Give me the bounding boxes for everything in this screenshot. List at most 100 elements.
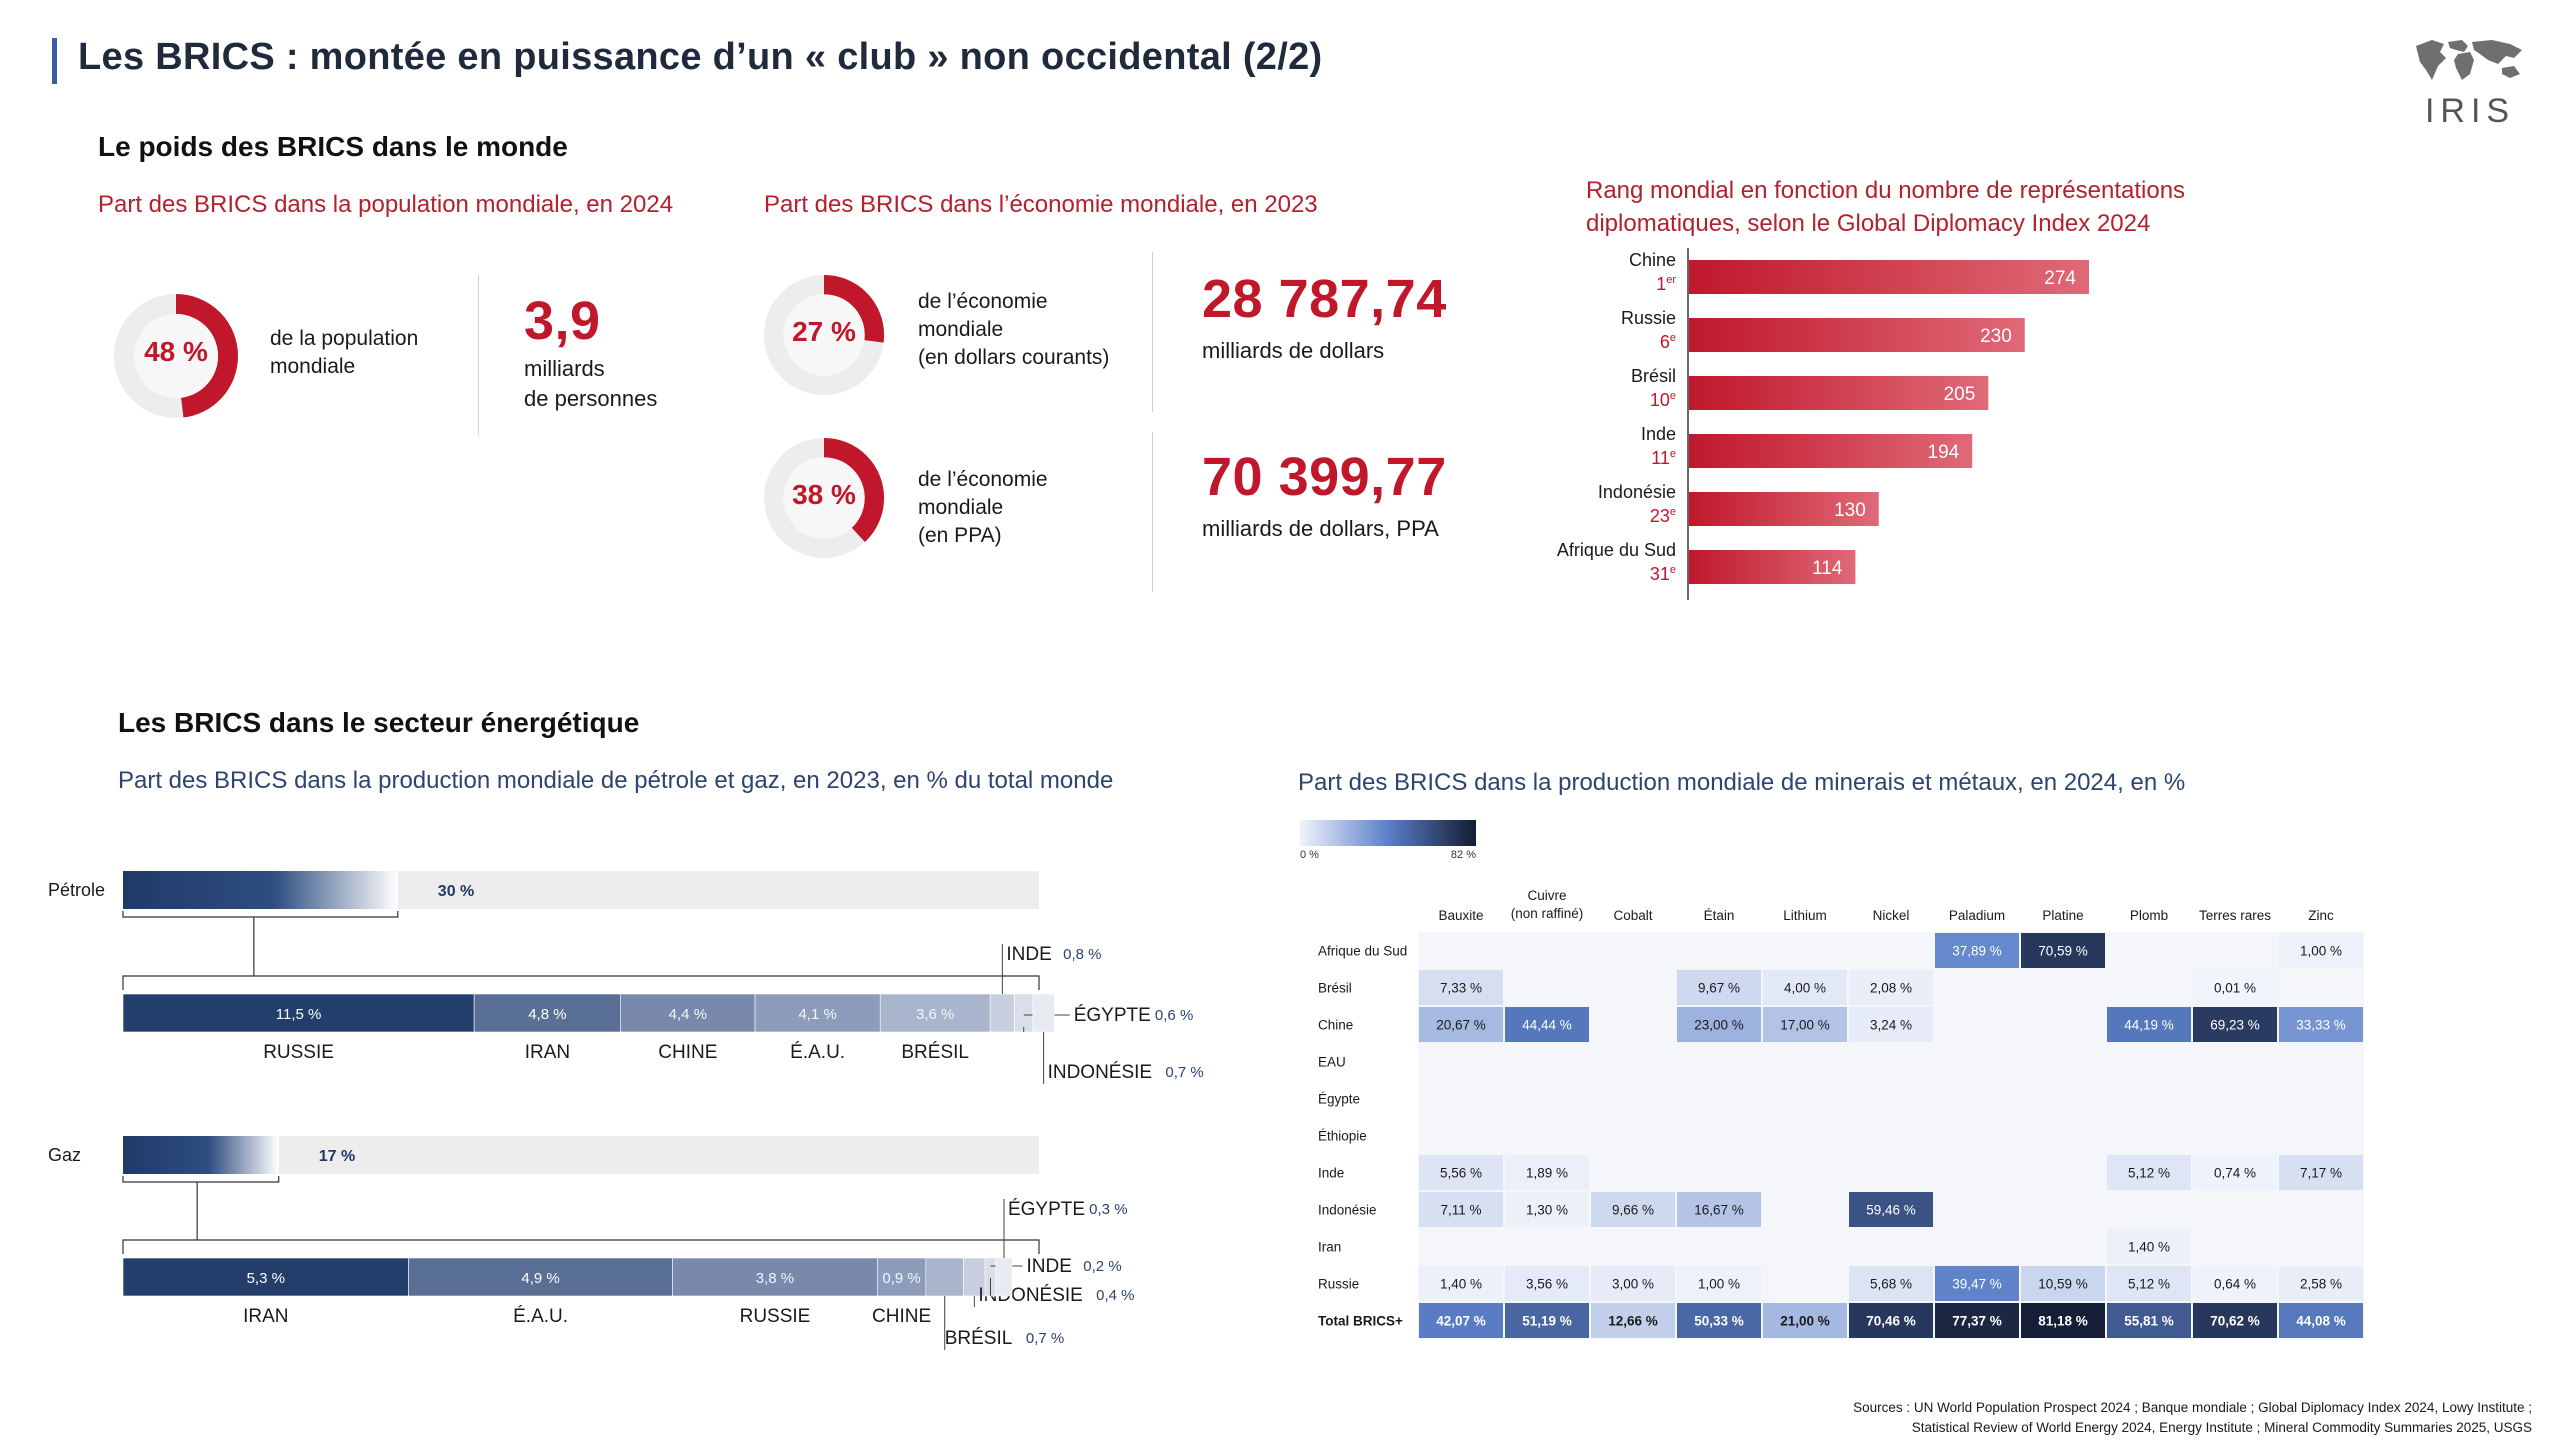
heatmap-value-chine-cuivre-non-raffine: 44,44 % bbox=[1522, 1018, 1572, 1033]
economy-ppp-donut bbox=[763, 437, 885, 559]
heatmap-row-iran: Iran bbox=[1318, 1240, 1341, 1255]
gaz-segment-chine bbox=[877, 1257, 927, 1297]
economy-subtitle: Part des BRICS dans l’économie mondiale,… bbox=[764, 191, 1318, 218]
heatmap-col-paladium: Paladium bbox=[1949, 908, 2005, 923]
petrole-zoom-bracket bbox=[122, 975, 1040, 990]
economy-ppp-desc-line1: de l’économie bbox=[918, 468, 1048, 491]
heatmap-value-bresil-lithium: 4,00 % bbox=[1784, 981, 1826, 996]
heatmap-col-lithium: Lithium bbox=[1783, 908, 1827, 923]
petrole-segment-value-bresil: 3,6 % bbox=[916, 1006, 954, 1023]
sources-line1: Sources : UN World Population Prospect 2… bbox=[1853, 1400, 2532, 1415]
heatmap-value-inde-cuivre-non-raffine: 1,89 % bbox=[1526, 1166, 1568, 1181]
heatmap-cell-total-brics-etain bbox=[1677, 1303, 1761, 1338]
diplomacy-value-afrique-du-sud: 114 bbox=[1812, 558, 1843, 579]
gaz-segment-value-inde: 0,2 % bbox=[1083, 1258, 1121, 1275]
heatmap-value-iran-plomb: 1,40 % bbox=[2128, 1240, 2170, 1255]
gaz-segment-e-a-u bbox=[408, 1257, 673, 1297]
heatmap-cell-russie-cuivre-non-raffine bbox=[1505, 1266, 1589, 1301]
diplomacy-country-afrique-du-sud: Afrique du Sud bbox=[1557, 540, 1676, 560]
heatmap-value-chine-zinc: 33,33 % bbox=[2296, 1018, 2346, 1033]
heatmap-cell-total-brics-paladium bbox=[1935, 1303, 2019, 1338]
heatmap-row-russie: Russie bbox=[1318, 1277, 1359, 1292]
petrole-segment-value-indonesie: 0,7 % bbox=[1165, 1064, 1203, 1081]
petrole-segment-name-egypte: ÉGYPTE bbox=[1074, 1005, 1151, 1026]
heatmap-cell-russie-platine bbox=[2021, 1266, 2105, 1301]
heatmap-col-etain: Étain bbox=[1704, 908, 1735, 923]
heatmap-cell-russie-zinc bbox=[2279, 1266, 2363, 1301]
heatmap-cell-russie-terres-rares bbox=[2193, 1266, 2277, 1301]
population-percent: 48 % bbox=[144, 336, 208, 367]
heatmap-value-afrique-du-sud-zinc: 1,00 % bbox=[2300, 944, 2342, 959]
gaz-segment-value-bresil: 0,7 % bbox=[1026, 1330, 1064, 1347]
petrole-segment-inde bbox=[989, 993, 1015, 1033]
diplomacy-country-bresil: Brésil bbox=[1631, 366, 1676, 386]
gaz-segment-value-indonesie: 0,4 % bbox=[1096, 1287, 1134, 1304]
economy-current-donut-arc bbox=[763, 274, 885, 396]
gaz-segment-value-russie: 3,8 % bbox=[756, 1270, 794, 1287]
heatmap-cell-chine-nickel bbox=[1849, 1007, 1933, 1042]
heatmap-cell-chine-plomb bbox=[2107, 1007, 2191, 1042]
diplomacy-country-indonesie: Indonésie bbox=[1598, 482, 1676, 502]
heatmap-col-nickel: Nickel bbox=[1873, 908, 1910, 923]
diplomacy-rank-russie: 6e bbox=[1660, 332, 1676, 352]
heatmap-value-total-brics-cobalt: 12,66 % bbox=[1608, 1314, 1658, 1329]
gaz-segment-value-e-a-u: 4,9 % bbox=[521, 1270, 559, 1287]
economy-current-desc-line2: mondiale bbox=[918, 318, 1004, 341]
heatmap-value-indonesie-cobalt: 9,66 % bbox=[1612, 1203, 1654, 1218]
section-weight-title: Le poids des BRICS dans le monde bbox=[98, 131, 568, 162]
sources-note: Sources : UN World Population Prospect 2… bbox=[1853, 1398, 2532, 1438]
diplomacy-value-inde: 194 bbox=[1928, 442, 1960, 463]
heatmap-value-total-brics-paladium: 77,37 % bbox=[1952, 1314, 2002, 1329]
heatmap-value-total-brics-platine: 81,18 % bbox=[2038, 1314, 2088, 1329]
economy-current-donut bbox=[763, 274, 885, 396]
diplomacy-subtitle-line1: Rang mondial en fonction du nombre de re… bbox=[1586, 177, 2186, 204]
heatmap-legend-bar bbox=[1300, 820, 1476, 846]
heatmap-cell-chine-etain bbox=[1677, 1007, 1761, 1042]
petrole-segment-egypte bbox=[1014, 993, 1034, 1033]
heatmap-cell-inde-plomb bbox=[2107, 1155, 2191, 1190]
heatmap-value-total-brics-plomb: 55,81 % bbox=[2124, 1314, 2174, 1329]
heatmap-value-russie-platine: 10,59 % bbox=[2038, 1277, 2088, 1292]
heatmap-cell-inde-bauxite bbox=[1419, 1155, 1503, 1190]
diplomacy-rank-inde: 11e bbox=[1651, 448, 1676, 468]
heatmap-row-inde: Inde bbox=[1318, 1166, 1344, 1181]
page-title: Les BRICS : montée en puissance d’un « c… bbox=[78, 36, 1323, 78]
heatmap-cell-total-brics-cobalt bbox=[1591, 1303, 1675, 1338]
gaz-segment-value-egypte: 0,3 % bbox=[1089, 1201, 1127, 1218]
diplomacy-rank-afrique-du-sud: 31e bbox=[1650, 564, 1676, 584]
petrole-segment-name-bresil: BRÉSIL bbox=[901, 1042, 969, 1063]
heatmap-cell-chine-terres-rares bbox=[2193, 1007, 2277, 1042]
population-desc-line2: mondiale bbox=[270, 355, 356, 378]
gaz-segment-name-russie: RUSSIE bbox=[740, 1306, 811, 1327]
heatmap-col-platine: Platine bbox=[2042, 908, 2083, 923]
heatmap-cell-afrique-du-sud-zinc bbox=[2279, 933, 2363, 968]
heatmap-col-cobalt: Cobalt bbox=[1613, 908, 1652, 923]
petrole-brics-bar bbox=[123, 871, 398, 909]
diplomacy-value-russie: 230 bbox=[1980, 326, 2012, 347]
minerals-subtitle: Part des BRICS dans la production mondia… bbox=[1298, 769, 2186, 796]
petrole-bracket bbox=[122, 911, 399, 918]
diplomacy-rank-chine: 1er bbox=[1656, 274, 1676, 294]
petrole-segment-iran bbox=[473, 993, 621, 1033]
petrole-segment-value-egypte: 0,6 % bbox=[1155, 1007, 1193, 1024]
heatmap-row-egypte: Égypte bbox=[1318, 1092, 1360, 1107]
heatmap-cell-russie-cobalt bbox=[1591, 1266, 1675, 1301]
heatmap-col-cuivre-non-raffine-line2: (non raffiné) bbox=[1511, 906, 1584, 921]
petrole-total-label: 30 % bbox=[438, 883, 474, 900]
gaz-bracket bbox=[122, 1176, 280, 1183]
population-desc-line1: de la population bbox=[270, 327, 419, 350]
heatmap-value-total-brics-cuivre-non-raffine: 51,19 % bbox=[1522, 1314, 1572, 1329]
diplomacy-bar-indonesie bbox=[1689, 492, 1879, 526]
heatmap-row-bresil: Brésil bbox=[1318, 981, 1352, 996]
gaz-segment-russie bbox=[672, 1257, 878, 1297]
population-separator bbox=[478, 275, 479, 435]
heatmap-row-chine: Chine bbox=[1318, 1018, 1353, 1033]
heatmap-cell-indonesie-cuivre-non-raffine bbox=[1505, 1192, 1589, 1227]
petrole-segment-chine bbox=[620, 993, 756, 1033]
heatmap-value-chine-terres-rares: 69,23 % bbox=[2210, 1018, 2260, 1033]
heatmap-cell-chine-zinc bbox=[2279, 1007, 2363, 1042]
heatmap-cell-chine-bauxite bbox=[1419, 1007, 1503, 1042]
heatmap-value-bresil-terres-rares: 0,01 % bbox=[2214, 981, 2256, 996]
heatmap-cell-bresil-lithium bbox=[1763, 970, 1847, 1005]
economy-current-separator bbox=[1152, 252, 1153, 412]
